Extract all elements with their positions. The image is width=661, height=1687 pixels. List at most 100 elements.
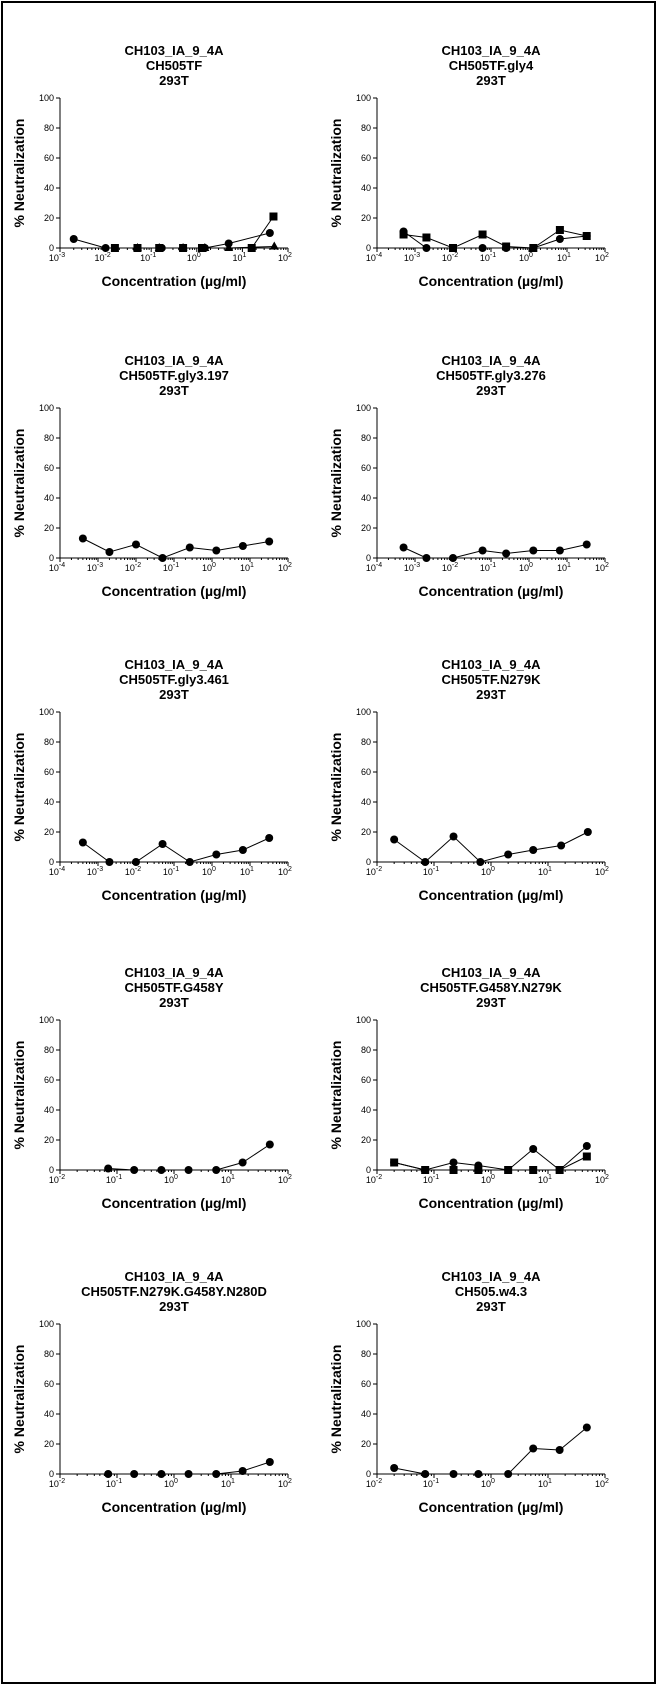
- y-tick-label: 100: [356, 707, 371, 717]
- data-point-circle: [478, 244, 487, 252]
- data-point-triangle: [200, 243, 210, 251]
- x-tick-label: 100: [187, 252, 201, 263]
- series-line: [82, 538, 270, 559]
- series-line: [393, 831, 589, 863]
- x-tick-label: 10-1: [423, 1478, 439, 1489]
- y-tick-label: 0: [366, 1165, 371, 1175]
- data-point-circle: [449, 1158, 458, 1167]
- y-tick-label: 0: [49, 857, 54, 867]
- y-axis-label: % Neutralization: [328, 1041, 344, 1150]
- series-line: [394, 1427, 588, 1475]
- data-point-circle: [265, 229, 274, 237]
- x-tick-label: 10-2: [366, 866, 382, 877]
- x-axis-label: Concentration (µg/ml): [419, 1499, 564, 1515]
- data-point-square: [529, 244, 538, 252]
- y-tick-label: 60: [361, 153, 371, 163]
- y-tick-label: 100: [39, 707, 54, 717]
- x-tick-label: 10-3: [49, 252, 65, 263]
- data-point-circle: [583, 828, 592, 836]
- x-tick-label: 102: [595, 1478, 609, 1489]
- y-tick-label: 80: [44, 433, 54, 443]
- series-line: [403, 229, 587, 249]
- data-point-circle: [421, 1470, 430, 1478]
- x-axis-label: Concentration (µg/ml): [102, 1195, 247, 1211]
- data-point-circle: [449, 554, 457, 562]
- y-tick-label: 40: [361, 1105, 371, 1115]
- chart-title: CH103_IA_9_4A: [441, 1269, 541, 1284]
- data-point-circle: [265, 537, 274, 546]
- y-tick-label: 100: [39, 403, 54, 413]
- x-axis-label: Concentration (µg/ml): [419, 583, 564, 599]
- y-tick-label: 60: [361, 1075, 371, 1085]
- chart-title: CH103_IA_9_4A: [124, 657, 224, 672]
- y-tick-label: 0: [49, 1165, 54, 1175]
- x-tick-label: 101: [240, 866, 254, 877]
- y-tick-label: 40: [44, 797, 54, 807]
- data-point-circle: [212, 1470, 221, 1478]
- chart-title: 293T: [159, 73, 189, 88]
- data-point-circle: [557, 841, 566, 850]
- data-point-circle: [529, 1444, 538, 1453]
- data-point-circle: [555, 546, 564, 555]
- data-point-triangle: [154, 243, 164, 251]
- chart-title: 293T: [159, 995, 189, 1010]
- y-tick-label: 80: [44, 1045, 54, 1055]
- y-tick-label: 0: [366, 857, 371, 867]
- x-tick-label: 10-3: [404, 252, 420, 263]
- y-tick-label: 20: [361, 1439, 371, 1449]
- series-line: [114, 216, 274, 249]
- y-tick-label: 100: [356, 93, 371, 103]
- x-tick-label: 102: [278, 252, 292, 263]
- y-tick-label: 20: [361, 1135, 371, 1145]
- x-tick-label: 101: [240, 562, 254, 573]
- x-tick-label: 10-2: [125, 562, 141, 573]
- x-tick-label: 10-4: [49, 562, 65, 573]
- x-axis-label: Concentration (µg/ml): [102, 273, 247, 289]
- y-tick-label: 0: [49, 243, 54, 253]
- data-point-circle: [105, 858, 114, 866]
- y-tick-label: 40: [44, 1409, 54, 1419]
- x-tick-label: 10-2: [442, 562, 458, 573]
- data-point-circle: [185, 858, 194, 866]
- y-tick-label: 20: [44, 213, 54, 223]
- x-tick-label: 10-1: [423, 1174, 439, 1185]
- chart-title: 293T: [476, 383, 506, 398]
- y-tick-label: 100: [39, 93, 54, 103]
- y-tick-label: 20: [44, 1439, 54, 1449]
- data-point-square: [399, 230, 408, 239]
- x-tick-label: 10-1: [480, 252, 496, 263]
- x-tick-label: 101: [557, 562, 571, 573]
- y-tick-label: 20: [44, 1135, 54, 1145]
- x-tick-label: 10-4: [49, 866, 65, 877]
- data-point-square: [502, 242, 511, 251]
- data-point-circle: [130, 1166, 139, 1174]
- series-line: [403, 231, 587, 249]
- y-tick-label: 20: [361, 827, 371, 837]
- y-axis-label: % Neutralization: [328, 429, 344, 538]
- data-point-circle: [422, 244, 431, 252]
- y-tick-label: 100: [356, 1015, 371, 1025]
- x-tick-label: 10-1: [106, 1478, 122, 1489]
- data-point-circle: [529, 1145, 538, 1153]
- x-axis-label: Concentration (µg/ml): [102, 887, 247, 903]
- data-point-triangle: [132, 243, 142, 251]
- chart-title: CH103_IA_9_4A: [441, 353, 541, 368]
- y-axis-label: % Neutralization: [11, 1041, 27, 1150]
- y-tick-label: 20: [361, 523, 371, 533]
- data-point-circle: [101, 244, 110, 252]
- data-point-circle: [265, 1140, 274, 1149]
- y-tick-label: 80: [44, 737, 54, 747]
- chart-title: 293T: [159, 1299, 189, 1314]
- y-tick-label: 80: [361, 123, 371, 133]
- data-point-circle: [238, 1158, 247, 1167]
- x-tick-label: 101: [538, 1174, 552, 1185]
- x-tick-label: 102: [278, 562, 292, 573]
- data-point-circle: [476, 858, 485, 866]
- chart-title: CH505TF.gly3.461: [119, 672, 229, 687]
- data-point-square: [582, 232, 591, 240]
